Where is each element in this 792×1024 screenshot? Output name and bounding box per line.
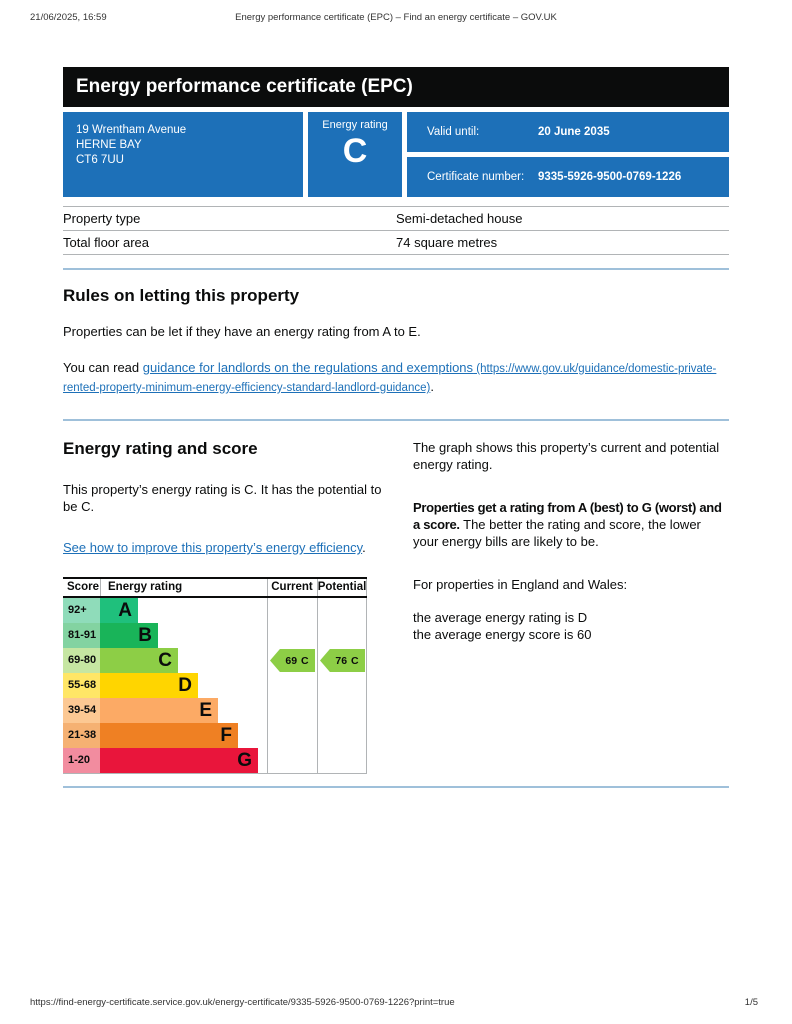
rating-band-bar: G bbox=[100, 748, 258, 773]
print-datetime: 21/06/2025, 16:59 bbox=[30, 12, 107, 23]
chart-col-score: Score bbox=[67, 581, 99, 593]
property-row: Property type Semi-detached house bbox=[63, 207, 729, 231]
improve-paragraph: See how to improve this property’s energ… bbox=[63, 539, 375, 556]
chart-column-divider bbox=[317, 577, 318, 774]
england-wales-line: For properties in England and Wales: bbox=[413, 577, 628, 592]
rules-paragraph: Properties can be let if they have an en… bbox=[63, 324, 421, 339]
ratings-explainer-rest: The better the rating and score, the low… bbox=[413, 517, 701, 549]
rating-section: Energy rating and score This property’s … bbox=[63, 439, 729, 774]
address-line: 19 Wrentham Avenue bbox=[76, 124, 187, 136]
rating-band-letter: C bbox=[158, 650, 172, 671]
energy-rating-label: Energy rating bbox=[322, 119, 388, 131]
score-cell: 1-20 bbox=[63, 748, 100, 773]
ratings-explainer-bold: Properties get a rating from A (best) to… bbox=[413, 500, 722, 532]
footer-url: https://find-energy-certificate.service.… bbox=[30, 997, 455, 1008]
certificate-summary: 19 Wrentham Avenue HERNE BAY CT6 7UU Energ… bbox=[63, 112, 729, 197]
score-cell: 92+ bbox=[63, 598, 100, 623]
address-line: CT6 7UU bbox=[76, 154, 124, 166]
property-label: Total floor area bbox=[63, 235, 149, 250]
property-table: Property type Semi-detached house Total fl… bbox=[63, 206, 729, 255]
rating-band-letter: F bbox=[220, 725, 232, 746]
address-line: HERNE BAY bbox=[76, 139, 142, 151]
landlord-guidance-link-url: (https://www.gov.uk/guidance/domestic-pr… bbox=[63, 363, 717, 394]
rating-band-bar: F bbox=[100, 723, 238, 748]
valid-until-label: Valid until: bbox=[427, 126, 480, 138]
certificate-banner: Energy performance certificate (EPC) bbox=[63, 67, 729, 107]
chart-col-potential: Potential bbox=[317, 581, 367, 593]
rating-band-bar: B bbox=[100, 623, 158, 648]
rating-band-letter: E bbox=[199, 700, 212, 721]
rating-band-bar: A bbox=[100, 598, 138, 623]
score-cell: 81-91 bbox=[63, 623, 100, 648]
score-cell: 39-54 bbox=[63, 698, 100, 723]
chart-col-current: Current bbox=[271, 581, 313, 593]
rules-link-prefix: You can read bbox=[63, 360, 143, 375]
rules-heading: Rules on letting this property bbox=[63, 286, 300, 305]
property-value: Semi-detached house bbox=[396, 211, 523, 226]
rating-section-left: Energy rating and score This property’s … bbox=[63, 439, 397, 774]
property-value: 74 square metres bbox=[396, 235, 498, 250]
property-label: Property type bbox=[63, 211, 141, 226]
rules-link-suffix: . bbox=[430, 379, 434, 394]
energy-rating-box: Energy rating C bbox=[308, 112, 402, 197]
certificate-number-value: 9335-5926-9500-0769-1226 bbox=[538, 171, 682, 183]
ratings-explainer: Properties get a rating from A (best) to… bbox=[413, 499, 729, 550]
rating-band-bar: E bbox=[100, 698, 218, 723]
chart-column-divider bbox=[366, 577, 367, 774]
chart-col-rating: Energy rating bbox=[108, 581, 183, 593]
rating-band-letter: G bbox=[237, 750, 252, 771]
rating-band-letter: B bbox=[138, 625, 152, 646]
current-rating-arrow: 69 C bbox=[270, 649, 315, 672]
chart-column-divider bbox=[267, 577, 268, 774]
rules-link-paragraph: You can read guidance for landlords on t… bbox=[63, 359, 723, 397]
print-page-title: Energy performance certificate (EPC) – F… bbox=[235, 12, 557, 23]
section-divider bbox=[63, 786, 729, 788]
average-score-line: the average energy score is 60 bbox=[413, 627, 592, 642]
rating-section-right: The graph shows this property’s current … bbox=[413, 439, 729, 774]
valid-until-box: Valid until: 20 June 2035 bbox=[407, 112, 729, 152]
average-rating-line: the average energy rating is D bbox=[413, 610, 588, 625]
certificate-content: Energy performance certificate (EPC) 19 … bbox=[63, 67, 729, 788]
potential-rating-arrow-letter: C bbox=[351, 654, 359, 667]
epc-chart: Score Energy rating Current Potential 92+ A 81… bbox=[63, 577, 367, 774]
rating-intro: This property’s energy rating is C. It h… bbox=[63, 482, 382, 514]
averages-lines: the average energy rating is D the averag… bbox=[413, 609, 729, 643]
address: 19 Wrentham Avenue HERNE BAY CT6 7UU bbox=[63, 112, 303, 197]
potential-rating-arrow: 76 C bbox=[320, 649, 365, 672]
potential-rating-arrow-score: 76 bbox=[335, 654, 348, 667]
rating-band-bar: D bbox=[100, 673, 198, 698]
valid-until-value: 20 June 2035 bbox=[538, 126, 610, 138]
score-cell: 55-68 bbox=[63, 673, 100, 698]
chart-bottom-border bbox=[63, 773, 367, 774]
improve-efficiency-link[interactable]: See how to improve this property’s energ… bbox=[63, 540, 363, 555]
rating-band-letter: D bbox=[178, 675, 192, 696]
certificate-number-label: Certificate number: bbox=[427, 171, 525, 183]
graph-paragraph: The graph shows this property’s current … bbox=[413, 440, 720, 472]
rating-band-letter: A bbox=[118, 600, 132, 621]
certificate-number-box: Certificate number: 9335-5926-9500-0769-… bbox=[407, 157, 729, 197]
section-divider bbox=[63, 268, 729, 270]
certificate-meta: Valid until: 20 June 2035 Certificate nu… bbox=[407, 112, 729, 197]
rating-band-bar: C bbox=[100, 648, 178, 673]
landlord-guidance-link-text: guidance for landlords on the regulation… bbox=[142, 360, 474, 375]
energy-rating-letter: C bbox=[342, 132, 368, 170]
current-rating-arrow-score: 69 bbox=[285, 654, 298, 667]
score-cell: 21-38 bbox=[63, 723, 100, 748]
footer-page-number: 1/5 bbox=[744, 997, 758, 1008]
current-rating-arrow-letter: C bbox=[301, 654, 309, 667]
rating-heading: Energy rating and score bbox=[63, 439, 258, 458]
property-row: Total floor area 74 square metres bbox=[63, 231, 729, 255]
score-cell: 69-80 bbox=[63, 648, 100, 673]
improve-suffix: . bbox=[362, 540, 366, 555]
section-divider bbox=[63, 419, 729, 421]
chart-header: Score Energy rating Current Potential bbox=[63, 577, 367, 598]
landlord-guidance-link[interactable]: guidance for landlords on the regulation… bbox=[63, 360, 716, 394]
